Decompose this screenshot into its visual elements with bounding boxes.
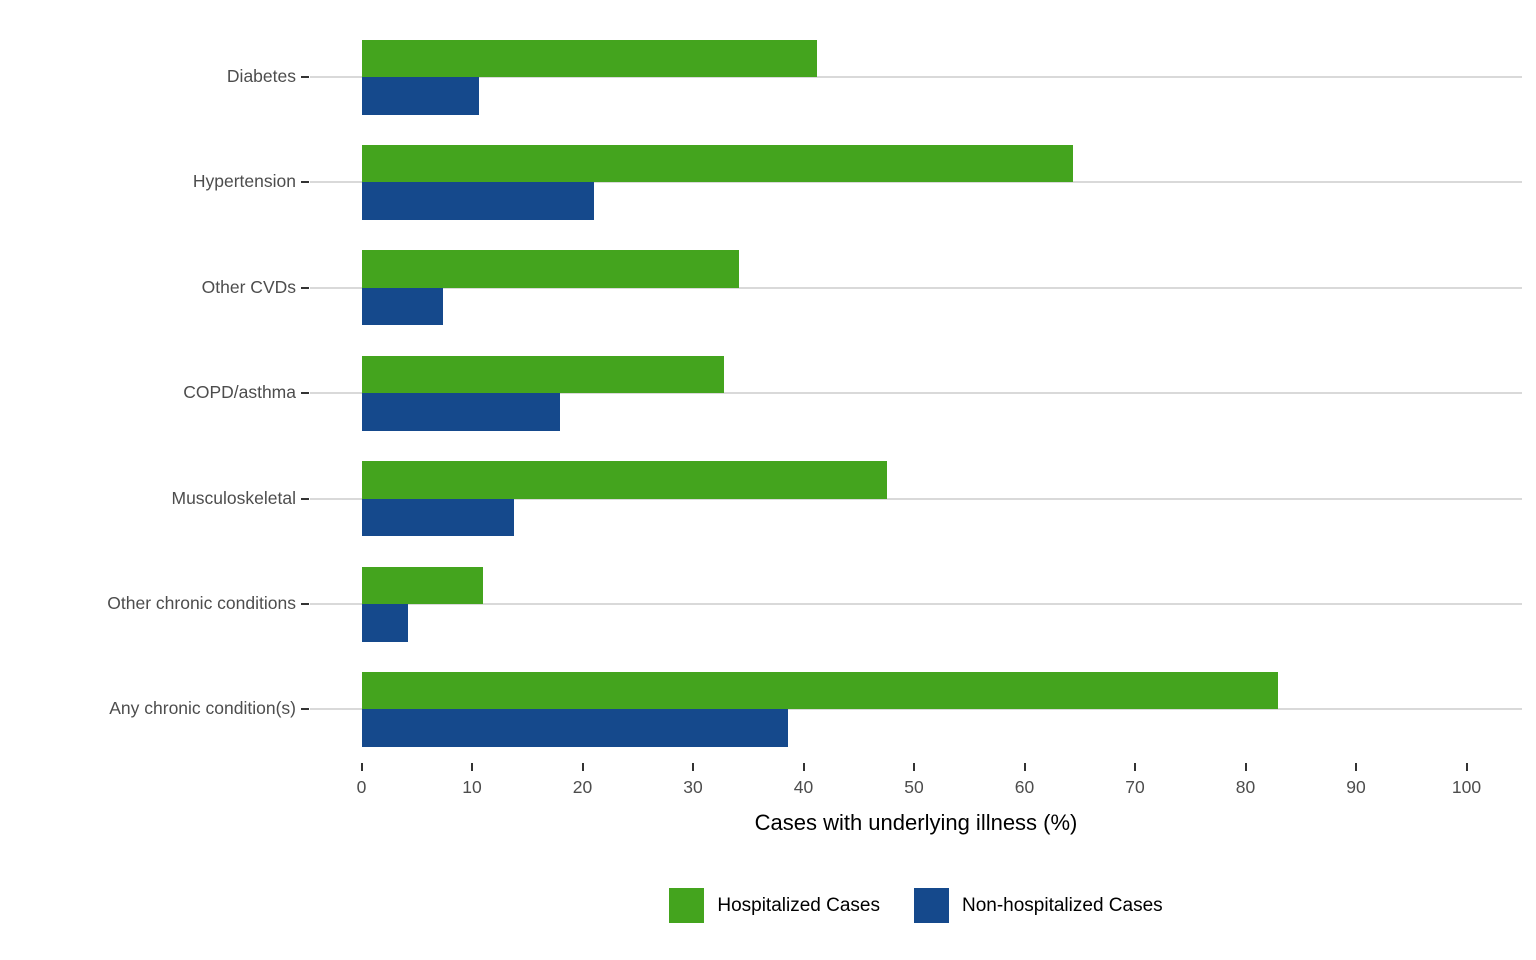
bar-non-hospitalized [361, 77, 479, 115]
x-tick [1023, 763, 1026, 771]
x-tick-label: 40 [793, 777, 814, 797]
category-label: Any chronic condition(s) [109, 698, 296, 719]
category-label: Hypertension [192, 171, 296, 192]
bar-hospitalized [361, 461, 888, 499]
x-axis-title: Cases with underlying illness (%) [754, 810, 1078, 835]
category-label: COPD/asthma [183, 382, 296, 403]
x-tick [1465, 763, 1468, 771]
y-tick [301, 497, 309, 500]
gridline-y [310, 76, 1522, 78]
legend-swatch-hospitalized [669, 888, 705, 923]
bar-hospitalized [361, 39, 817, 77]
bar-non-hospitalized [361, 182, 594, 220]
y-tick [301, 181, 309, 184]
y-tick [301, 392, 309, 395]
x-tick [692, 763, 694, 771]
x-tick [802, 763, 805, 771]
x-tick-label: 50 [904, 777, 924, 797]
x-tick [471, 763, 473, 771]
plot-panel [310, 24, 1522, 763]
x-tick [360, 763, 363, 771]
legend-swatch-non-hospitalized [913, 888, 949, 923]
legend-item-hospitalized: Hospitalized Cases [669, 888, 880, 923]
x-tick-label: 80 [1235, 777, 1256, 797]
gridline-y [310, 392, 1522, 395]
x-tick-label: 100 [1451, 777, 1482, 797]
gridline-y [310, 181, 1522, 184]
bar-non-hospitalized [361, 498, 514, 537]
x-tick [913, 763, 915, 771]
category-label: Diabetes [226, 66, 296, 86]
x-tick [581, 763, 584, 771]
y-tick [301, 603, 309, 605]
bar-non-hospitalized [361, 604, 408, 642]
x-tick [1134, 763, 1136, 771]
bar-non-hospitalized [361, 393, 561, 431]
x-tick [1244, 763, 1247, 771]
x-tick-label: 30 [683, 777, 703, 797]
x-tick-label: 0 [356, 777, 367, 797]
bar-hospitalized [361, 566, 484, 604]
x-tick-label: 90 [1346, 777, 1366, 797]
gridline-y [310, 286, 1522, 289]
x-tick-label: 60 [1014, 777, 1035, 797]
legend-label-hospitalized: Hospitalized Cases [717, 894, 880, 916]
bar-non-hospitalized [361, 709, 789, 747]
bar-hospitalized [361, 671, 1278, 710]
gridline-y [310, 708, 1522, 711]
category-label: Musculoskeletal [171, 487, 297, 508]
legend-item-non-hospitalized: Non-hospitalized Cases [913, 888, 1163, 923]
bar-hospitalized [361, 144, 1074, 183]
bar-hospitalized [361, 355, 724, 394]
gridline-y [310, 497, 1522, 500]
y-tick [301, 76, 309, 78]
x-tick [1355, 763, 1357, 771]
x-tick-label: 70 [1125, 777, 1145, 797]
gridline-y [310, 603, 1522, 605]
legend: Hospitalized Cases Non-hospitalized Case… [310, 888, 1522, 923]
y-tick [301, 708, 309, 711]
y-tick [301, 286, 309, 289]
category-label: Other CVDs [201, 276, 296, 297]
bar-hospitalized [361, 250, 740, 288]
x-tick-label: 20 [572, 777, 593, 797]
legend-label-non-hospitalized: Non-hospitalized Cases [961, 894, 1163, 916]
bar-non-hospitalized [361, 287, 444, 326]
category-label: Other chronic conditions [107, 593, 296, 613]
x-tick-label: 10 [462, 777, 482, 797]
